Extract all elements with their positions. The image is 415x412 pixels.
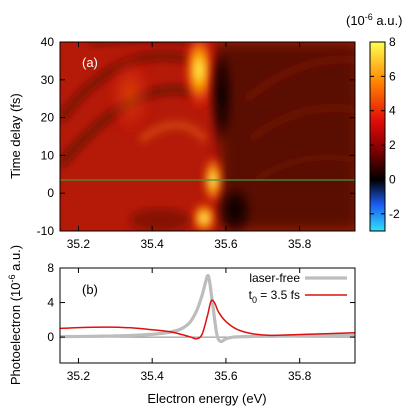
series-line-t0: [60, 299, 355, 340]
heatmap-x-tick-label: 35.4: [141, 237, 165, 251]
lineplot-x-axis-label: Electron energy (eV): [147, 391, 266, 406]
legend: laser-free t0 = 3.5 fs: [249, 271, 347, 305]
lineplot-y-tick-label: 4: [47, 296, 54, 310]
colorbar-ticks: 8 6 4 2 0 -2: [370, 35, 400, 221]
heatmap-x-tick-label: 35.8: [288, 237, 312, 251]
colorbar-tick-label: 8: [389, 35, 396, 49]
colorbar-tick-label: 2: [389, 138, 396, 152]
lineplot-frame: [59, 267, 356, 364]
heatmap-y-tick-label: 40: [41, 35, 55, 49]
lineplot-area: [60, 274, 355, 344]
heatmap-dark-streak: [210, 42, 234, 150]
legend-label-t0: t0 = 3.5 fs: [249, 288, 300, 305]
heatmap-y-tick-label: -10: [37, 224, 55, 238]
heatmap-area: [60, 42, 355, 231]
colorbar-unit-label: (10-6 a.u.): [346, 12, 402, 28]
lineplot-x-tick-label: 35.4: [141, 369, 165, 383]
colorbar-tick-label: 4: [389, 104, 396, 118]
lineplot-ticks: 35.2 35.4 35.6 35.8 8 4 0: [47, 261, 355, 383]
colorbar-tick-label: 6: [389, 69, 396, 83]
heatmap-hotspot-upper: [183, 42, 215, 114]
heatmap-hotspot-lower: [190, 200, 218, 231]
heatmap-y-axis-label: Time delay (fs): [8, 93, 23, 178]
heatmap-frame: [59, 41, 356, 232]
lineplot-y-axis-label: Photoelectron (10-6 a.u.): [7, 245, 23, 385]
heatmap-x-tick-label: 35.6: [214, 237, 238, 251]
heatmap-warm-region: [105, 50, 155, 140]
panel-label-a: (a): [82, 55, 98, 70]
colorbar-tick-label: 0: [389, 172, 396, 186]
colorbar-tick-label: -2: [389, 207, 400, 221]
lineplot-x-tick-label: 35.2: [67, 369, 91, 383]
heatmap-x-tick-label: 35.2: [67, 237, 91, 251]
heatmap-ticks: 35.2 35.4 35.6 35.8 40 30 20 10 0 -10: [37, 35, 355, 251]
heatmap-y-tick-label: 10: [41, 148, 55, 162]
heatmap-y-tick-label: 0: [47, 186, 54, 200]
series-line-laser-free: [60, 274, 355, 344]
lineplot-y-tick-label: 8: [47, 261, 54, 275]
heatmap-dark-bottom: [130, 208, 190, 231]
panel-label-b: (b): [82, 282, 98, 297]
colorbar: [369, 41, 386, 232]
lineplot-x-tick-label: 35.6: [214, 369, 238, 383]
lineplot-y-tick-label: 0: [47, 330, 54, 344]
legend-label-laser-free: laser-free: [249, 271, 300, 285]
heatmap-dark-spot: [217, 184, 253, 231]
heatmap-y-tick-label: 30: [41, 73, 55, 87]
heatmap-y-tick-label: 20: [41, 111, 55, 125]
lineplot-x-tick-label: 35.8: [288, 369, 312, 383]
